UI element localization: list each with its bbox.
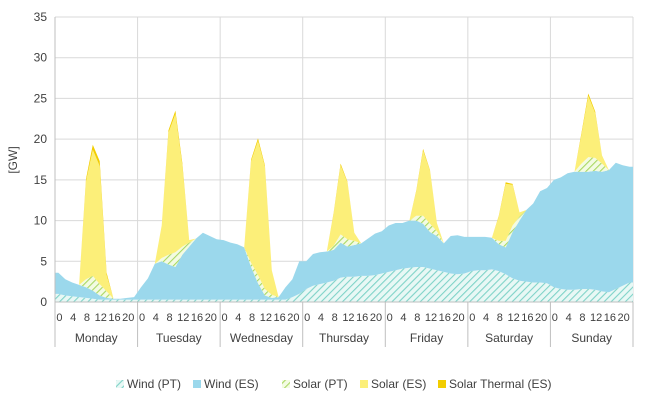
x-hour-label: 20 — [535, 312, 547, 324]
x-hour-label: 8 — [332, 312, 338, 324]
x-hour-label: 12 — [507, 312, 519, 324]
x-hour-label: 8 — [579, 312, 585, 324]
x-day-label: Monday — [75, 331, 118, 345]
series-area-wind-es — [55, 162, 633, 300]
x-hour-label: 0 — [304, 312, 310, 324]
y-tick-label: 35 — [34, 10, 48, 24]
x-hour-label: 16 — [274, 312, 286, 324]
series-area-solar-es — [55, 96, 633, 299]
legend-swatch — [360, 380, 368, 388]
x-hour-label: 0 — [139, 312, 145, 324]
x-hour-label: 12 — [177, 312, 189, 324]
x-day-label: Saturday — [485, 331, 533, 345]
y-tick-label: 25 — [34, 91, 48, 105]
x-hour-label: 20 — [122, 312, 134, 324]
x-hour-label: 8 — [497, 312, 503, 324]
x-hour-label: 4 — [235, 312, 241, 324]
x-hour-label: 0 — [56, 312, 62, 324]
x-day-label: Thursday — [319, 331, 369, 345]
x-day-label: Friday — [410, 331, 443, 345]
x-hour-label: 8 — [166, 312, 172, 324]
series-area-solar-pt — [55, 157, 633, 299]
x-hour-label: 16 — [521, 312, 533, 324]
x-hour-label: 12 — [425, 312, 437, 324]
x-hour-label: 20 — [205, 312, 217, 324]
x-hour-label: 4 — [566, 312, 572, 324]
x-hour-label: 4 — [153, 312, 159, 324]
x-hour-label: 20 — [618, 312, 630, 324]
x-hour-label: 12 — [95, 312, 107, 324]
x-hour-label: 4 — [318, 312, 324, 324]
x-hour-label: 16 — [439, 312, 451, 324]
legend-label: Solar (ES) — [371, 377, 426, 391]
x-hour-label: 0 — [387, 312, 393, 324]
y-tick-label: 20 — [34, 132, 48, 146]
x-hour-label: 12 — [342, 312, 354, 324]
x-hour-label: 16 — [604, 312, 616, 324]
x-hour-label: 20 — [287, 312, 299, 324]
x-hour-label: 20 — [370, 312, 382, 324]
y-tick-label: 30 — [34, 51, 48, 65]
legend-label: Wind (PT) — [127, 377, 181, 391]
legend-label: Wind (ES) — [204, 377, 259, 391]
legend-swatch — [116, 380, 124, 388]
x-hour-label: 0 — [469, 312, 475, 324]
y-axis-label: [GW] — [6, 146, 20, 173]
legend-swatch — [282, 380, 290, 388]
x-hour-label: 0 — [552, 312, 558, 324]
legend: Wind (PT) Wind (ES) Solar (PT) Solar (ES) So… — [116, 377, 551, 391]
x-hour-label: 12 — [590, 312, 602, 324]
series-area-wind-pt — [55, 267, 633, 302]
x-hour-label: 8 — [414, 312, 420, 324]
y-tick-label: 10 — [34, 214, 48, 228]
x-hour-label: 16 — [191, 312, 203, 324]
legend-label: Solar (PT) — [293, 377, 348, 391]
x-hour-label: 16 — [356, 312, 368, 324]
x-hour-label: 16 — [108, 312, 120, 324]
x-day-label: Tuesday — [156, 331, 202, 345]
y-tick-label: 0 — [40, 295, 47, 309]
x-hour-label: 0 — [222, 312, 228, 324]
x-hour-label: 4 — [400, 312, 406, 324]
x-hour-label: 4 — [70, 312, 76, 324]
x-hour-label: 8 — [249, 312, 255, 324]
x-hour-label: 4 — [483, 312, 489, 324]
x-hour-label: 12 — [260, 312, 272, 324]
legend-swatch — [193, 380, 201, 388]
legend-swatch — [438, 380, 446, 388]
legend-label: Solar Thermal (ES) — [449, 377, 551, 391]
x-hour-label: 20 — [452, 312, 464, 324]
series-areas — [55, 93, 633, 302]
x-day-label: Sunday — [571, 331, 612, 345]
x-day-label: Wednesday — [230, 331, 293, 345]
y-tick-label: 15 — [34, 173, 48, 187]
x-hour-label: 8 — [84, 312, 90, 324]
y-tick-label: 5 — [40, 254, 47, 268]
